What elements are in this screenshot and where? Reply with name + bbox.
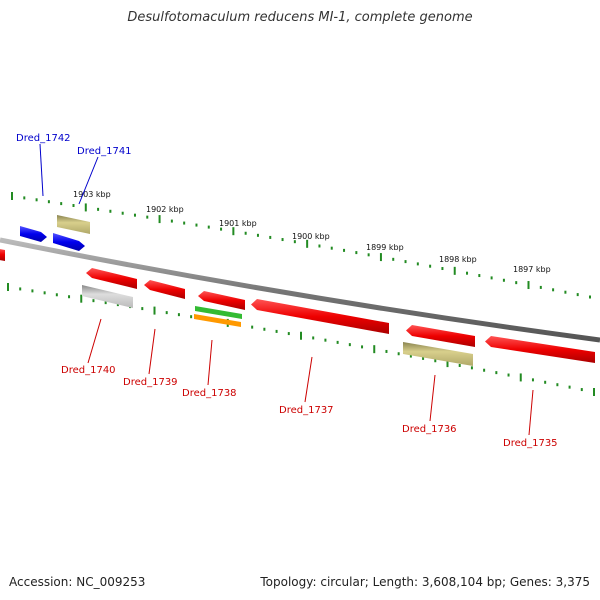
label-leader-line	[39, 143, 44, 197]
feature-dred-1736	[403, 342, 473, 366]
feature-dred-1740	[82, 285, 133, 308]
kbp-label: 1898 kbp	[439, 255, 477, 264]
feature-dred-1738-green	[195, 306, 242, 319]
topology-label: Topology: circular; Length: 3,608,104 bp…	[260, 575, 590, 589]
label-leader-line	[528, 389, 534, 436]
accession-label: Accession: NC_009253	[9, 575, 146, 589]
kbp-label: 1900 kbp	[292, 232, 330, 241]
kbp-label: 1902 kbp	[146, 205, 184, 214]
label-leader-line	[207, 339, 213, 386]
kbp-label: 1901 kbp	[219, 219, 257, 228]
gene-label: Dred_1738	[182, 388, 237, 399]
feature-dred-1738-orange	[194, 314, 241, 327]
gene-label: Dred_1735	[503, 438, 558, 449]
gene-label: Dred_1737	[279, 405, 334, 416]
kbp-label: 1903 kbp	[73, 190, 111, 199]
gene-partial	[0, 249, 5, 261]
gene-dred-1741	[53, 233, 85, 251]
gene-label: Dred_1742	[16, 133, 71, 144]
kbp-label: 1897 kbp	[513, 265, 551, 274]
gene-dred-1738	[198, 291, 245, 310]
gene-label: Dred_1736	[402, 424, 457, 435]
map-title: Desulfotomaculum reducens MI-1, complete…	[127, 10, 473, 25]
gene-label: Dred_1740	[61, 365, 116, 376]
label-leader-line	[87, 318, 102, 364]
gene-dred-1739	[144, 280, 185, 299]
label-leader-line	[304, 356, 313, 403]
gene-dred-1742	[20, 226, 47, 242]
label-leader-line	[148, 328, 156, 375]
kbp-label: 1899 kbp	[366, 243, 404, 252]
feature-dred-1741	[57, 215, 90, 234]
gene-dred-1736	[406, 325, 475, 347]
label-leader-line	[429, 374, 436, 422]
gene-dred-1740	[86, 268, 137, 289]
gene-dred-1737	[251, 299, 389, 334]
gene-label: Dred_1739	[123, 377, 178, 388]
genome-backbone	[0, 237, 600, 343]
label-leader-line	[78, 156, 99, 205]
gene-dred-1735	[485, 336, 595, 363]
gene-label: Dred_1741	[77, 146, 132, 157]
